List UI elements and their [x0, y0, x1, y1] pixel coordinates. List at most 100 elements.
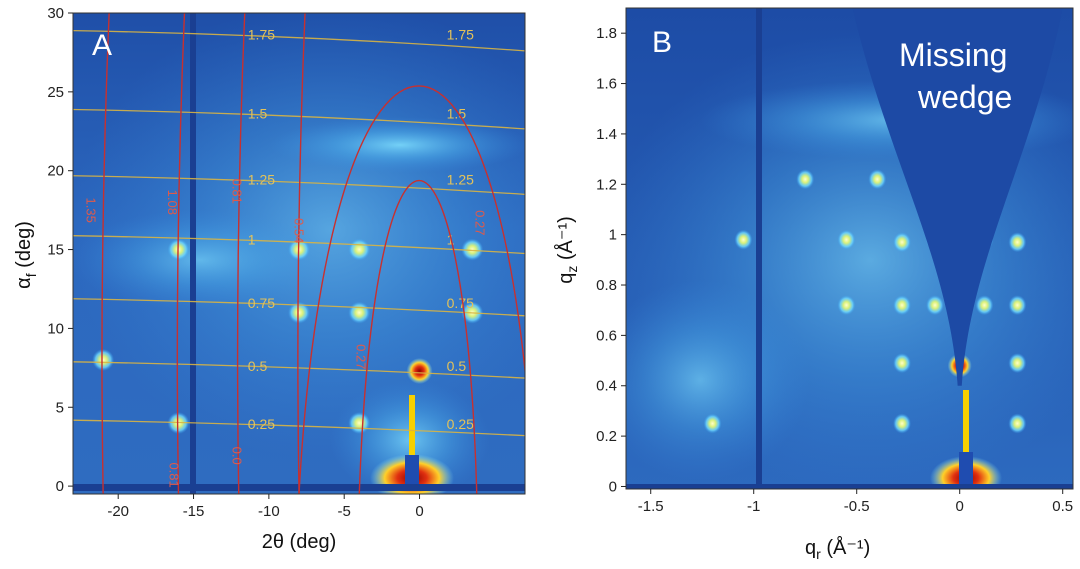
- qr-contour-line: [236, 13, 246, 494]
- bragg-peak: [1008, 353, 1027, 374]
- panel-b-diffuse-band: [626, 280, 810, 480]
- qr-contour-line: [297, 13, 306, 494]
- panel-a-diffuse-band: [270, 117, 525, 173]
- bragg-peak: [734, 229, 753, 250]
- bragg-peak: [1008, 232, 1027, 253]
- qz-contour-label: 1.75: [248, 27, 275, 43]
- y-tick-label: 1.4: [596, 126, 617, 143]
- panel-b-y-axis-label: qz (Å⁻¹): [554, 216, 580, 284]
- bragg-peak: [925, 295, 944, 316]
- x-tick-label: -10: [258, 503, 280, 520]
- panel-a-label: A: [92, 29, 112, 62]
- qz-contour-label: 1.25: [447, 172, 474, 188]
- panel-b-beamstop: [959, 452, 973, 487]
- panel-b-x-axis-label: qr (Å⁻¹): [805, 536, 870, 562]
- bragg-peak: [348, 238, 371, 261]
- qr-contour-label: 0.27: [472, 210, 487, 235]
- x-tick-label: -5: [338, 503, 351, 520]
- qz-contour-line: [73, 30, 525, 52]
- subscript: f: [23, 273, 39, 277]
- bragg-peak: [348, 412, 371, 435]
- missing-wedge-label-line1: Missing: [899, 37, 1007, 73]
- subscript: r: [816, 546, 821, 562]
- bragg-peak: [837, 229, 856, 250]
- y-tick-label: 5: [56, 399, 64, 416]
- qz-contour-line: [73, 419, 525, 437]
- qz-contour-label: 0.5: [248, 358, 268, 374]
- panel-a-beamstop: [405, 455, 419, 490]
- qz-contour-label: 1: [248, 232, 256, 248]
- qr-contour-label: 0.81: [166, 462, 181, 487]
- y-tick-label: 20: [47, 163, 64, 180]
- y-tick-label: 10: [47, 320, 64, 337]
- unit: (deg): [13, 221, 35, 273]
- x-tick-label: -20: [107, 503, 129, 520]
- unit: (Å⁻¹): [554, 216, 577, 265]
- bragg-peak: [288, 301, 310, 324]
- panel-b-frame: [625, 7, 1074, 490]
- qr-contour-label: 1.35: [84, 198, 99, 223]
- panel-b-dark-column: [756, 8, 762, 489]
- y-tick-label: 0: [609, 478, 617, 495]
- subscript: z: [564, 266, 580, 273]
- qz-contour-label: 1.5: [248, 106, 268, 122]
- unit: (Å⁻¹): [821, 536, 870, 559]
- panel-a-specular-rod: [409, 395, 415, 485]
- qz-contour-label: 0.25: [447, 416, 474, 432]
- panel-a-y-axis-label: αf (deg): [13, 221, 39, 289]
- panel-a-intensity: 1.75 1.751.5 1.51.25 1.251 10.75 0.750.5 0.50.…: [73, 13, 525, 494]
- x-tick-label: -1: [747, 498, 760, 515]
- y-tick-label: 15: [47, 242, 64, 259]
- x-tick-label: -1.5: [638, 498, 664, 515]
- bragg-peak: [1008, 295, 1027, 316]
- panel-b: -1.5 -1 -0.5 0 0.5 0 0.2 0.4 0.6 0.8 1 1.2 1.4 1.6 1.8…: [554, 7, 1074, 562]
- x-tick-label: 0: [956, 498, 964, 515]
- qr-contour-line: [298, 85, 525, 494]
- y-tick-label: 25: [47, 84, 64, 101]
- qr-contour-line: [358, 180, 478, 494]
- qz-contour-line: [73, 108, 525, 130]
- y-tick-label: 0.4: [596, 378, 617, 395]
- y-tick-label: 30: [47, 5, 64, 22]
- bragg-peak: [461, 238, 484, 261]
- y-tick-label: 0.2: [596, 428, 617, 445]
- bragg-peak: [92, 348, 115, 371]
- y-tick-label: 0.8: [596, 277, 617, 294]
- qz-contour-label: 1.75: [447, 27, 474, 43]
- yoneda-peak: [406, 357, 433, 384]
- qr-contour-label: 1.08: [165, 190, 180, 215]
- panel-b-specular-rod: [963, 390, 969, 480]
- bragg-peak: [703, 413, 722, 434]
- y-tick-label: 0: [56, 478, 64, 495]
- qr-contour-label: 0.54: [291, 218, 306, 243]
- panel-a-dark-column: [190, 13, 196, 494]
- bragg-peak: [893, 232, 912, 253]
- qz-contour-label: 0.25: [248, 416, 275, 432]
- qr-contour-line: [101, 13, 110, 494]
- y-tick-label: 1.6: [596, 76, 617, 93]
- bragg-peak: [348, 301, 371, 324]
- qz-contour-label: 0.5: [447, 358, 467, 374]
- panel-a-frame: [72, 12, 526, 495]
- qz-contour-label: 0.75: [447, 295, 474, 311]
- qz-contour-label: 1.25: [248, 172, 275, 188]
- qr-contour-label: 0.81: [230, 179, 245, 204]
- bragg-peak: [1008, 413, 1027, 434]
- panel-a-x-axis-label: 2θ (deg): [262, 531, 337, 553]
- qr-contour-label: 0.27: [353, 344, 368, 369]
- panel-b-horizon: [626, 484, 1073, 489]
- x-tick-label: -0.5: [844, 498, 870, 515]
- bragg-peak: [893, 413, 912, 434]
- y-tick-label: 1.8: [596, 25, 617, 42]
- y-tick-label: 1: [609, 227, 617, 244]
- qz-contour-label: 1.5: [447, 106, 467, 122]
- bragg-peak: [868, 169, 887, 190]
- y-tick-label: 1.2: [596, 176, 617, 193]
- missing-wedge-label-line2: wedge: [917, 79, 1012, 115]
- bragg-peak: [893, 353, 912, 374]
- qr-contour-line: [176, 13, 186, 494]
- panel-a-diffuse-band: [73, 210, 330, 310]
- qz-contour-label: 0.75: [248, 295, 275, 311]
- qr-contour-label: 0.0: [230, 447, 245, 465]
